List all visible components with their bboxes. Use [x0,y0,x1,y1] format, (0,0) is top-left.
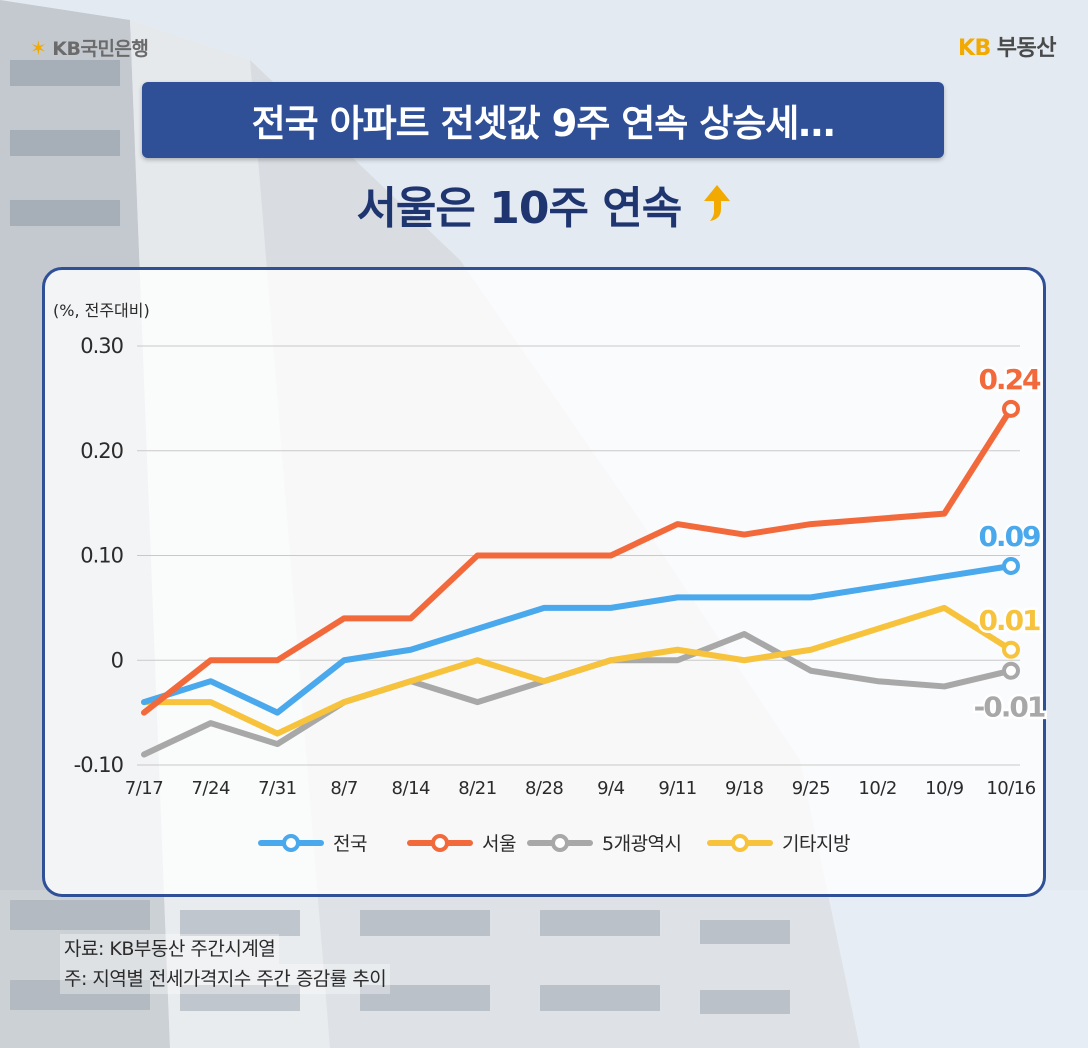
legend-label: 5개광역시 [602,833,682,855]
x-tick-label: 9/4 [597,778,625,799]
kb-realestate-logo: KB 부동산 [957,30,1057,62]
note-text: 주: 지역별 전세가격지수 주간 증감률 추이 [60,964,391,994]
end-value-label: 0.24 [978,363,1041,396]
end-marker [1002,556,1020,575]
x-tick-label: 9/25 [792,778,830,799]
headline-title: 전국 아파트 전셋값 9주 연속 상승세… [251,102,836,145]
up-arrow-icon [703,185,730,221]
source-notes: 자료: KB부동산 주간시계열 주: 지역별 전세가격지수 주간 증감률 추이 [60,934,391,994]
end-value-label: 0.01 [978,604,1040,637]
end-value-label: -0.01 [974,691,1045,724]
legend-label: 기타지방 [782,833,850,855]
x-tick-label: 9/18 [725,778,763,799]
end-marker [1002,399,1020,418]
headline-subtitle-text: 서울은 10주 연속 [356,183,682,234]
x-tick-label: 10/9 [925,778,963,799]
series-line [141,631,1014,758]
series-line [141,405,1014,716]
x-tick-label: 8/7 [330,778,357,799]
x-tick-label: 7/31 [258,778,296,799]
kb-star-icon: ✶ [30,35,47,60]
y-tick-label: -0.10 [74,753,123,777]
end-marker [1002,661,1020,680]
kb-bank-logo: ✶ KB국민은행 [30,34,149,61]
end-marker [1002,640,1020,659]
legend-swatch-marker [431,834,449,852]
headline-subtitle: 서울은 10주 연속 [0,172,1088,236]
kb-realestate-logo-text: 부동산 [996,36,1057,61]
legend-label: 전국 [333,833,367,855]
y-tick-label: 0.30 [80,334,123,358]
headline-box: 전국 아파트 전셋값 9주 연속 상승세… [142,82,944,158]
line-chart: (%, 전주대비) 0.30 0.20 0.10 0 -0.10 7/17 7/24 7/3… [53,301,1049,855]
series-line [141,562,1014,716]
end-value-labels: 0.09 0.24 -0.01 0.01 [971,360,1049,726]
x-tick-label: 10/16 [986,778,1035,799]
x-tick-label: 7/17 [125,778,163,799]
y-tick-labels: 0.30 0.20 0.10 0 -0.10 [74,334,124,777]
chart-panel: (%, 전주대비) 0.30 0.20 0.10 0 -0.10 7/17 7/24 7/3… [42,267,1049,897]
y-axis-label: (%, 전주대비) [53,301,150,320]
x-tick-label: 10/2 [858,778,896,799]
end-value-label: 0.09 [978,520,1040,553]
y-tick-label: 0 [111,648,123,672]
end-markers [1002,399,1020,680]
x-tick-label: 8/21 [458,778,496,799]
y-tick-label: 0.10 [80,544,123,568]
legend-label: 서울 [482,833,516,855]
x-tick-label: 7/24 [191,778,229,799]
x-tick-label: 8/14 [392,778,430,799]
x-tick-labels: 7/17 7/24 7/31 8/7 8/14 8/21 8/28 9/4 9/11 9/18 9/… [125,778,1036,799]
source-text: 자료: KB부동산 주간시계열 [60,934,280,964]
legend-swatch-marker [731,834,749,852]
legend-swatch-marker [282,834,300,852]
chart-legend: 전국 서울 5개광역시 기타지방 [258,833,850,855]
x-tick-label: 9/11 [658,778,696,799]
y-tick-label: 0.20 [80,439,123,463]
x-tick-label: 8/28 [525,778,563,799]
legend-swatch-marker [551,834,569,852]
kb-bank-logo-text: KB국민은행 [52,38,149,60]
kb-realestate-logo-kb: KB [957,36,991,61]
series-lines [141,405,1014,758]
series-line [141,604,1014,737]
